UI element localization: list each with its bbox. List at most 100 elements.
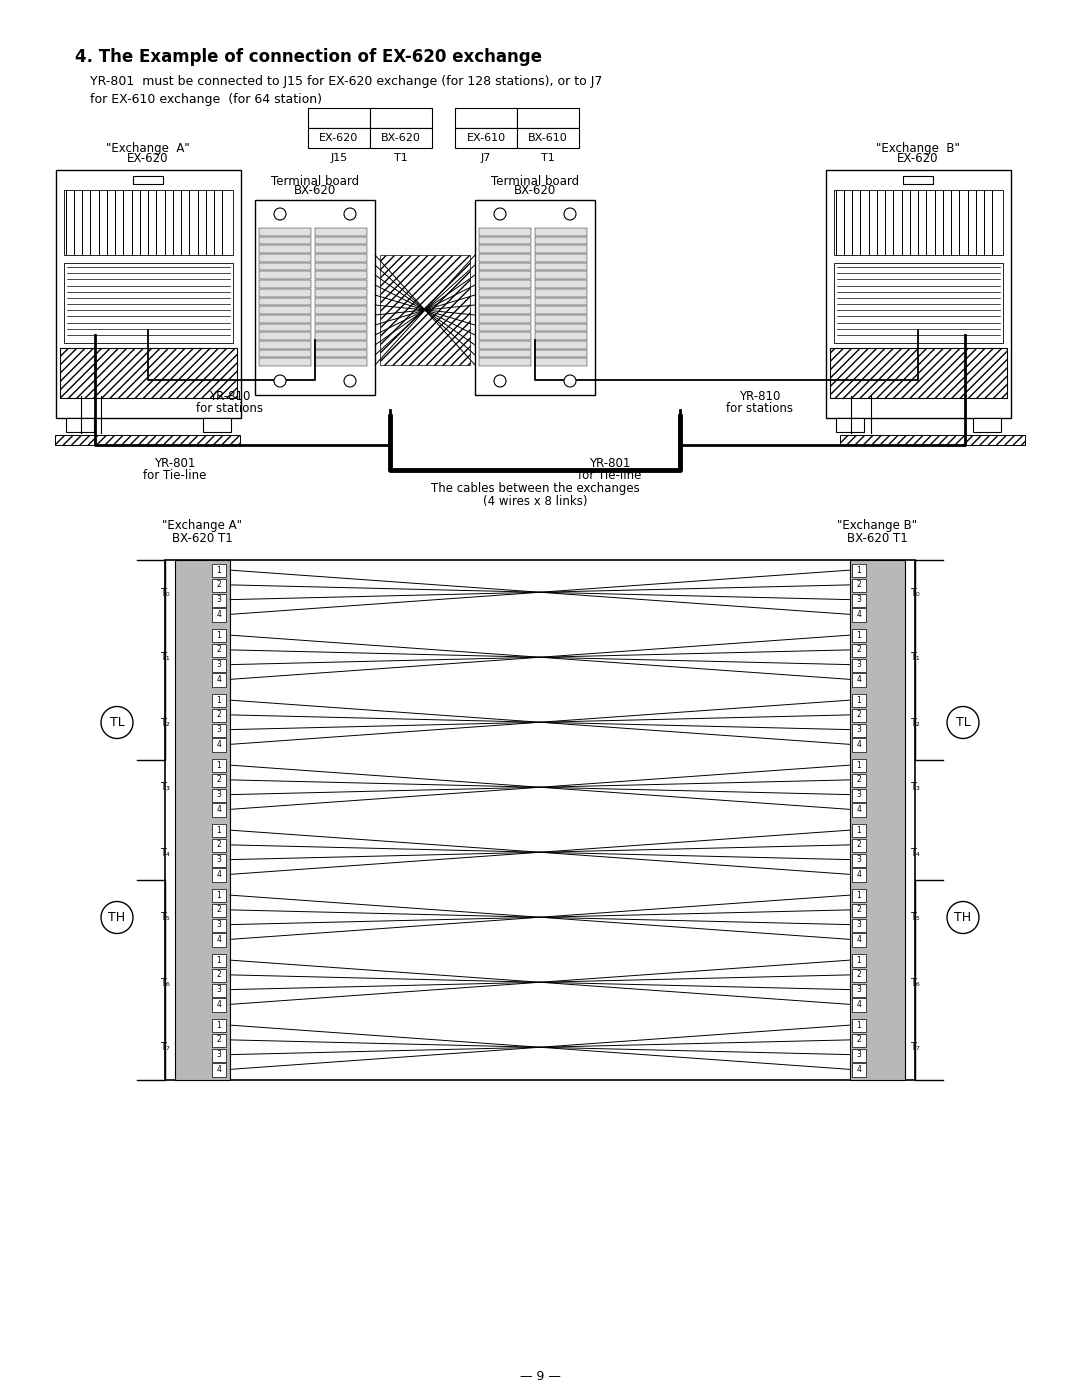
Bar xyxy=(480,298,531,305)
Bar xyxy=(315,332,367,339)
Circle shape xyxy=(947,901,978,933)
Text: YR-801: YR-801 xyxy=(590,457,631,469)
Text: 4: 4 xyxy=(856,1065,862,1074)
Bar xyxy=(165,560,915,1080)
Bar xyxy=(212,738,226,752)
Text: TH: TH xyxy=(108,911,125,923)
Circle shape xyxy=(345,374,356,387)
Bar xyxy=(972,418,1000,432)
Bar xyxy=(212,888,226,902)
Bar xyxy=(212,824,226,837)
Bar xyxy=(203,418,230,432)
Bar xyxy=(212,838,226,852)
Text: 4: 4 xyxy=(217,1000,221,1009)
Bar xyxy=(259,324,311,331)
Bar xyxy=(535,349,588,358)
Text: YR-810: YR-810 xyxy=(210,390,251,402)
Bar xyxy=(852,983,866,996)
Text: 2: 2 xyxy=(856,905,862,915)
Bar xyxy=(212,954,226,967)
Text: 1: 1 xyxy=(217,696,221,704)
Bar xyxy=(852,788,866,802)
Text: 3: 3 xyxy=(856,985,862,995)
Bar xyxy=(64,190,232,256)
Text: for EX-610 exchange  (for 64 station): for EX-610 exchange (for 64 station) xyxy=(90,94,322,106)
Bar xyxy=(212,869,226,882)
Text: EX-620: EX-620 xyxy=(320,133,359,142)
Bar xyxy=(480,289,531,296)
Text: 1: 1 xyxy=(856,891,862,900)
Text: 3: 3 xyxy=(217,985,221,995)
Text: T₆: T₆ xyxy=(160,978,170,988)
Bar xyxy=(370,108,432,129)
Text: BX-620: BX-620 xyxy=(514,184,556,197)
Bar xyxy=(212,1018,226,1032)
Bar xyxy=(852,1018,866,1032)
Bar xyxy=(480,271,531,279)
Text: for stations: for stations xyxy=(727,402,794,415)
Bar xyxy=(480,228,531,236)
Bar xyxy=(852,954,866,967)
Bar xyxy=(212,708,226,722)
Bar xyxy=(455,108,517,129)
Text: T₁: T₁ xyxy=(160,652,170,662)
Bar xyxy=(836,418,864,432)
Text: 2: 2 xyxy=(856,711,862,719)
Bar xyxy=(212,788,226,802)
Text: 1: 1 xyxy=(217,1021,221,1030)
Text: 1: 1 xyxy=(217,760,221,770)
Bar xyxy=(212,759,226,773)
Bar xyxy=(852,1063,866,1077)
Bar xyxy=(535,324,588,331)
Text: 4. The Example of connection of EX-620 exchange: 4. The Example of connection of EX-620 e… xyxy=(75,47,542,66)
Bar xyxy=(852,608,866,622)
Text: 1: 1 xyxy=(217,566,221,574)
Text: 2: 2 xyxy=(217,775,221,784)
Bar xyxy=(480,263,531,271)
Text: EX-620: EX-620 xyxy=(127,152,168,165)
Bar xyxy=(535,314,588,323)
Text: 3: 3 xyxy=(217,791,221,799)
Bar xyxy=(852,694,866,707)
Bar xyxy=(315,324,367,331)
Text: 3: 3 xyxy=(217,855,221,865)
Text: 3: 3 xyxy=(856,595,862,604)
Bar xyxy=(255,200,375,395)
Text: 1: 1 xyxy=(856,566,862,574)
Bar xyxy=(535,271,588,279)
Bar xyxy=(535,263,588,271)
Text: T₄: T₄ xyxy=(160,848,170,858)
Circle shape xyxy=(102,707,133,739)
Bar xyxy=(852,673,866,686)
Text: 2: 2 xyxy=(856,1035,862,1045)
Bar xyxy=(840,434,1025,446)
Bar xyxy=(475,200,595,395)
Bar xyxy=(212,658,226,672)
Bar xyxy=(535,246,588,253)
Bar xyxy=(834,190,1002,256)
Bar xyxy=(212,724,226,736)
Bar xyxy=(212,904,226,916)
Bar xyxy=(212,578,226,592)
Text: 3: 3 xyxy=(856,855,862,865)
Bar xyxy=(212,1049,226,1062)
Bar xyxy=(315,281,367,288)
Bar xyxy=(259,246,311,253)
Text: (4 wires x 8 links): (4 wires x 8 links) xyxy=(483,495,588,509)
Text: 4: 4 xyxy=(217,805,221,814)
Bar xyxy=(308,108,370,129)
Bar xyxy=(517,108,579,129)
Text: 4: 4 xyxy=(217,1065,221,1074)
Text: 4: 4 xyxy=(856,1000,862,1009)
Bar xyxy=(259,298,311,305)
Text: 2: 2 xyxy=(217,1035,221,1045)
Bar xyxy=(259,306,311,314)
Bar xyxy=(455,129,517,148)
Text: 2: 2 xyxy=(217,580,221,590)
Bar xyxy=(852,824,866,837)
Bar xyxy=(315,236,367,244)
Text: Terminal board: Terminal board xyxy=(491,175,579,189)
Bar xyxy=(259,341,311,349)
Bar xyxy=(315,263,367,271)
Text: "Exchange A": "Exchange A" xyxy=(162,520,243,532)
